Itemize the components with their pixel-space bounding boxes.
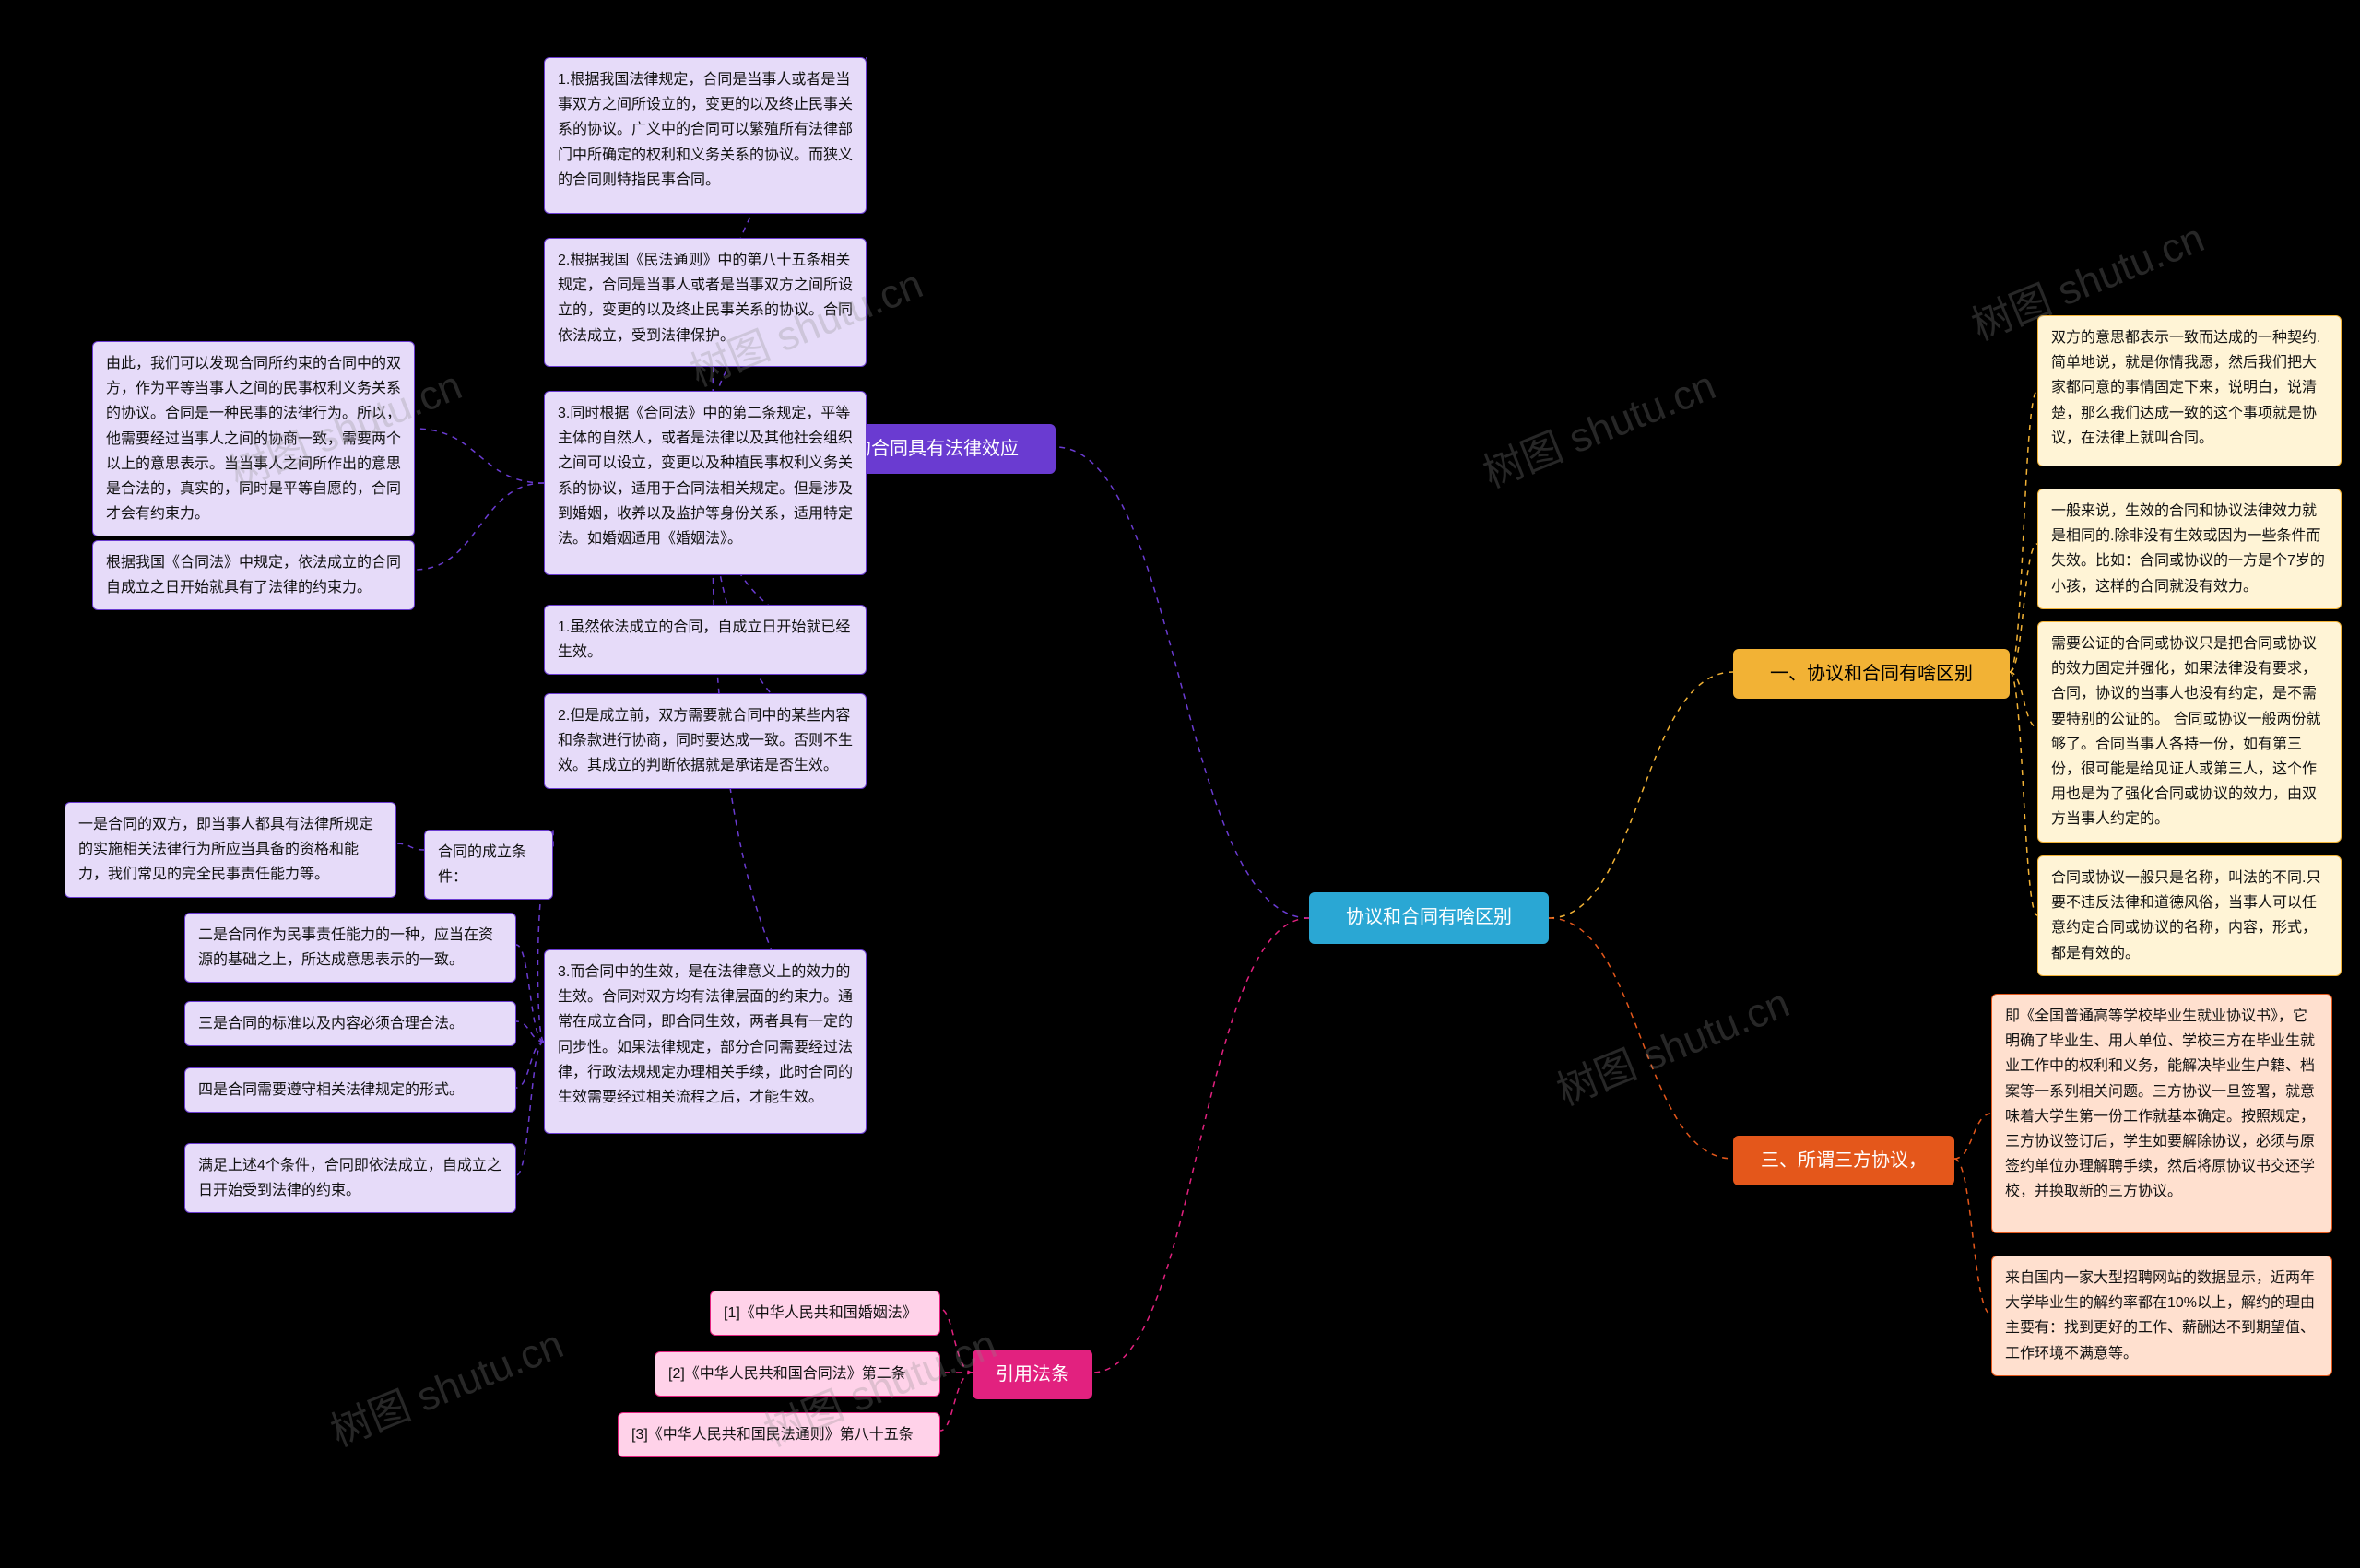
b3-leaf-1[interactable]: 即《全国普通高等学校毕业生就业协议书》，它明确了毕业生、用人单位、学校三方在毕业… (1991, 994, 2332, 1233)
mindmap-canvas: 协议和合同有啥区别 一、协议和合同有啥区别 二、什么样的合同具有法律效应 三、所… (0, 0, 2360, 1568)
b2-g1-leaf-2[interactable]: 2.根据我国《民法通则》中的第八十五条相关规定，合同是当事人或者是当事双方之间所… (544, 238, 867, 367)
b2-g2-inner-1[interactable]: 一是合同的双方，即当事人都具有法律所规定的实施相关法律行为所应当具备的资格和能力… (65, 802, 396, 898)
b2-g1-leaf-3[interactable]: 3.同时根据《合同法》中的第二条规定，平等主体的自然人，或者是法律以及其他社会组… (544, 391, 867, 575)
branch-1-title[interactable]: 一、协议和合同有啥区别 (1733, 649, 2010, 699)
b1-leaf-2[interactable]: 一般来说，生效的合同和协议法律效力就是相同的.除非没有生效或因为一些条件而失效。… (2037, 489, 2342, 609)
branch-3-title[interactable]: 三、所谓三方协议， (1733, 1136, 1954, 1185)
b4-leaf-2[interactable]: [2]《中华人民共和国合同法》第二条 (655, 1351, 940, 1397)
b2-g1-side-1[interactable]: 由此，我们可以发现合同所约束的合同中的双方，作为平等当事人之间的民事权利义务关系… (92, 341, 415, 536)
b1-leaf-1[interactable]: 双方的意思都表示一致而达成的一种契约.简单地说，就是你情我愿，然后我们把大家都同… (2037, 315, 2342, 466)
b2-g2-leaf-3[interactable]: 3.而合同中的生效，是在法律意义上的效力的生效。合同对双方均有法律层面的约束力。… (544, 949, 867, 1134)
watermark: 树图 shutu.cn (1547, 970, 1797, 1116)
root-node[interactable]: 协议和合同有啥区别 (1309, 892, 1549, 944)
b1-leaf-3[interactable]: 需要公证的合同或协议只是把合同或协议的效力固定并强化，如果法律没有要求，合同，协… (2037, 621, 2342, 843)
b2-g2-inner-3[interactable]: 三是合同的标准以及内容必须合理合法。 (184, 1001, 516, 1046)
branch-4-title[interactable]: 引用法条 (973, 1350, 1092, 1399)
b2-g2-leaf-1[interactable]: 1.虽然依法成立的合同，自成立日开始就已经生效。 (544, 605, 867, 675)
b2-g1-side-2[interactable]: 根据我国《合同法》中规定，依法成立的合同自成立之日开始就具有了法律的约束力。 (92, 540, 415, 610)
b2-g2-inner-5[interactable]: 满足上述4个条件，合同即依法成立，自成立之日开始受到法律的约束。 (184, 1143, 516, 1213)
b1-leaf-4[interactable]: 合同或协议一般只是名称，叫法的不同.只要不违反法律和道德风俗，当事人可以任意约定… (2037, 855, 2342, 976)
b2-g1-leaf-1[interactable]: 1.根据我国法律规定，合同是当事人或者是当事双方之间所设立的，变更的以及终止民事… (544, 57, 867, 214)
b3-leaf-2[interactable]: 来自国内一家大型招聘网站的数据显示，近两年大学毕业生的解约率都在10%以上，解约… (1991, 1256, 2332, 1376)
b2-g2-inner-2[interactable]: 二是合同作为民事责任能力的一种，应当在资源的基础之上，所达成意思表示的一致。 (184, 913, 516, 983)
b2-g2-inner-4[interactable]: 四是合同需要遵守相关法律规定的形式。 (184, 1067, 516, 1113)
b2-g2-inner-title[interactable]: 合同的成立条件： (424, 830, 553, 900)
b4-leaf-1[interactable]: [1]《中华人民共和国婚姻法》 (710, 1291, 940, 1336)
b4-leaf-3[interactable]: [3]《中华人民共和国民法通则》第八十五条 (618, 1412, 940, 1457)
watermark: 树图 shutu.cn (321, 1311, 571, 1457)
watermark: 树图 shutu.cn (1473, 352, 1723, 499)
b2-g2-leaf-2[interactable]: 2.但是成立前，双方需要就合同中的某些内容和条款进行协商，同时要达成一致。否则不… (544, 693, 867, 789)
